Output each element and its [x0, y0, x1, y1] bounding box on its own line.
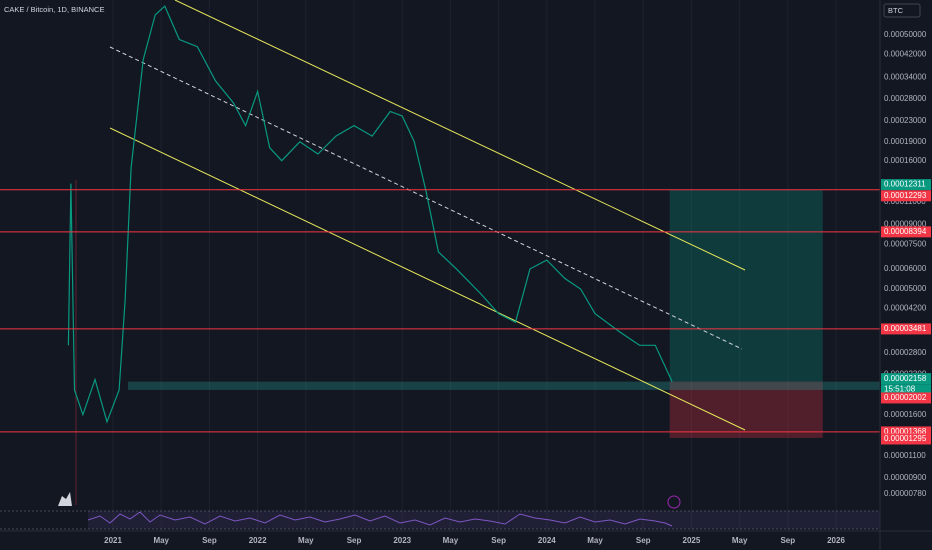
x-tick-label: May [298, 536, 314, 545]
y-tick-label: 0.00004200 [884, 303, 927, 312]
x-tick-label: May [153, 536, 169, 545]
currency-box[interactable] [883, 3, 921, 18]
series [67, 5, 673, 424]
x-tick-label: Sep [491, 536, 506, 545]
zone-low-tag-box [881, 392, 931, 404]
y-tick-label: 0.00009000 [884, 219, 927, 228]
rsi-line [87, 511, 673, 527]
stop-tag: 0.00001295 [884, 434, 927, 443]
entry-band [128, 381, 880, 390]
y-tick-label: 0.00019000 [884, 137, 927, 146]
level-tag: 0.00012293 [884, 191, 927, 200]
y-tick-label: 0.00002800 [884, 348, 927, 357]
entry-tag: 0.00002158 [884, 374, 927, 383]
x-tick-label: 2023 [393, 536, 411, 545]
target-tag-box [881, 179, 931, 191]
target-tag: 0.00012311 [884, 180, 926, 189]
x-tick-label: May [732, 536, 748, 545]
y-tick-label: 0.00001600 [884, 410, 927, 419]
countdown-box [881, 384, 931, 395]
event-icon [667, 495, 681, 509]
level-tag: 0.00001368 [884, 427, 927, 436]
drawings [75, 0, 746, 505]
y-tick-label: 0.00034000 [884, 73, 927, 82]
zone-low-tag: 0.00002002 [884, 393, 927, 402]
x-tick-label: May [443, 536, 459, 545]
y-tick-label: 0.00000900 [884, 473, 927, 482]
grid [112, 0, 837, 531]
y-tick-label: 0.00001100 [884, 451, 926, 460]
y-tick-label: 0.00011000 [884, 197, 926, 206]
y-tick-label: 0.00007500 [884, 239, 927, 248]
countdown: 15:51:08 [884, 384, 916, 393]
y-tick-label: 0.00005000 [884, 284, 927, 293]
currency[interactable]: BTC [888, 6, 904, 15]
level-tag-box [881, 226, 931, 238]
x-tick-label: 2026 [827, 536, 845, 545]
y-tick-label: 0.00016000 [884, 156, 927, 165]
x-tick-label: May [587, 536, 603, 545]
level-tag-box [881, 323, 931, 335]
price-line [67, 5, 673, 424]
logo [58, 492, 681, 509]
stop-tag-box [881, 433, 931, 445]
y-tick-label: 0.00028000 [884, 94, 927, 103]
channel-upper [174, 0, 746, 271]
channel-mid [109, 46, 743, 350]
rsi-pane [0, 510, 880, 530]
y-tick-label: 0.00000780 [884, 489, 927, 498]
y-tick-label: 0.00050000 [884, 30, 927, 39]
x-tick-label: 2022 [249, 536, 267, 545]
x-tick-label: Sep [347, 536, 362, 545]
level-tag-box [881, 426, 931, 438]
level-tag-box [881, 190, 931, 202]
level-tag: 0.00003481 [884, 324, 927, 333]
profit-zone [669, 189, 823, 382]
x-tick-label: Sep [636, 536, 651, 545]
levels [0, 189, 880, 433]
y-tick-label: 0.00006000 [884, 264, 927, 273]
level-tag: 0.00008394 [884, 227, 927, 236]
tv-logo [58, 492, 72, 506]
chart-title: CAKE / Bitcoin, 1D, BINANCE [4, 5, 104, 14]
x-tick-label: 2025 [683, 536, 701, 545]
price-axis [880, 0, 932, 550]
y-tick-label: 0.00042000 [884, 49, 927, 58]
x-tick-label: Sep [780, 536, 795, 545]
loss-zone [669, 381, 823, 438]
x-tick-label: 2024 [538, 536, 556, 545]
price-tags: 0.00012311 0.00012293 0.00008394 0.00003481… [881, 179, 931, 445]
x-tick-label: 2021 [104, 536, 122, 545]
entry-tag-box [881, 373, 931, 385]
y-tick-label: 0.00023000 [884, 116, 927, 125]
channel-lower [109, 127, 746, 431]
zones [128, 189, 880, 438]
x-tick-label: Sep [202, 536, 217, 545]
